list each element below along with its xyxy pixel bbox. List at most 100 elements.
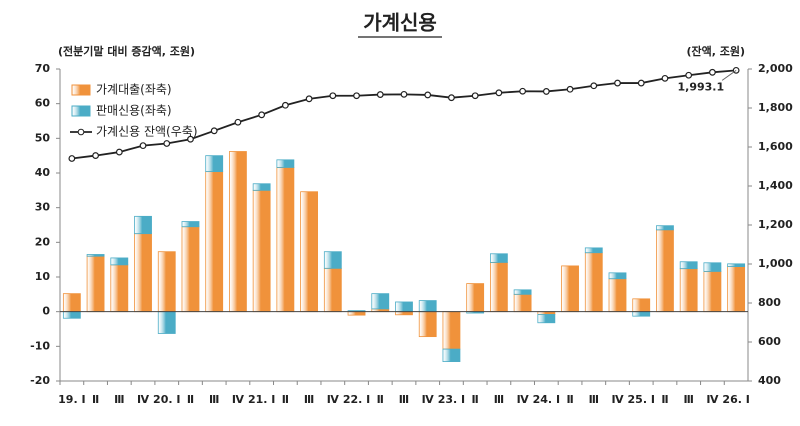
x-tick-label: 21. Ⅰ bbox=[248, 393, 275, 406]
bar bbox=[561, 265, 579, 313]
y-tick-label: -20 bbox=[30, 374, 50, 387]
x-tick-label: 26. Ⅰ bbox=[722, 393, 749, 406]
bar bbox=[86, 254, 105, 257]
x-tick-label: Ⅲ bbox=[494, 393, 504, 406]
bar bbox=[656, 229, 674, 313]
x-tick-label: Ⅱ bbox=[92, 393, 99, 406]
legend-label: 판매신용(좌축) bbox=[96, 104, 172, 118]
x-tick-label: Ⅲ bbox=[304, 393, 314, 406]
y2-tick-label: 1,400 bbox=[758, 179, 793, 192]
line-marker bbox=[305, 95, 313, 103]
line-marker bbox=[661, 74, 669, 82]
y2-tick-label: 400 bbox=[758, 374, 781, 387]
bar bbox=[584, 252, 603, 313]
bar bbox=[442, 311, 461, 350]
bar bbox=[62, 293, 81, 313]
bar bbox=[371, 293, 390, 310]
bar bbox=[418, 300, 437, 313]
legend-swatch bbox=[71, 105, 91, 117]
bar bbox=[134, 233, 152, 313]
x-tick-label: Ⅱ bbox=[472, 393, 479, 406]
line-marker bbox=[353, 92, 360, 100]
bar bbox=[418, 311, 437, 338]
line-marker bbox=[376, 91, 384, 98]
y2-tick-label: 1,600 bbox=[758, 140, 793, 153]
line-marker bbox=[92, 152, 99, 159]
bar bbox=[134, 215, 152, 235]
line-marker bbox=[637, 79, 645, 87]
y-tick-label: 30 bbox=[35, 201, 51, 214]
bar bbox=[300, 191, 319, 313]
legend-marker bbox=[77, 128, 85, 136]
y-tick-label: 40 bbox=[35, 166, 51, 179]
bar bbox=[323, 267, 342, 313]
x-tick-label: Ⅱ bbox=[282, 393, 289, 406]
line-marker bbox=[68, 155, 76, 162]
bar bbox=[608, 278, 627, 313]
y-tick-label: 20 bbox=[35, 235, 51, 248]
line-marker bbox=[448, 94, 455, 102]
y-tick-label: 0 bbox=[42, 305, 50, 318]
bar bbox=[703, 262, 722, 272]
bar bbox=[679, 268, 698, 313]
bar bbox=[679, 261, 698, 270]
bar bbox=[513, 293, 532, 313]
x-tick-label: Ⅲ bbox=[399, 393, 409, 406]
y2-axis-label: (잔액, 조원) bbox=[686, 44, 745, 58]
bar bbox=[62, 311, 81, 319]
bar bbox=[229, 151, 247, 313]
x-tick-label: Ⅳ bbox=[327, 393, 340, 406]
x-tick-label: Ⅱ bbox=[377, 393, 384, 406]
bar bbox=[86, 255, 105, 313]
bar bbox=[110, 257, 129, 266]
line-marker bbox=[542, 88, 550, 95]
x-tick-label: Ⅳ bbox=[706, 393, 719, 406]
bar bbox=[276, 167, 295, 313]
bar bbox=[252, 183, 271, 191]
bar bbox=[608, 272, 627, 280]
line-marker bbox=[163, 140, 171, 147]
x-tick-label: Ⅳ bbox=[611, 393, 624, 406]
line-marker bbox=[614, 79, 621, 87]
line-marker bbox=[471, 92, 479, 100]
x-tick-label: 22. Ⅰ bbox=[343, 393, 370, 406]
y-axis-label: (전분기말 대비 증감액, 조원) bbox=[58, 44, 195, 58]
y-tick-label: 10 bbox=[35, 270, 51, 283]
x-tick-label: 25. Ⅰ bbox=[628, 393, 655, 406]
bar bbox=[489, 253, 508, 263]
x-tick-label: Ⅲ bbox=[114, 393, 124, 406]
value-label: 1,993.1 bbox=[677, 80, 724, 93]
bar bbox=[489, 262, 508, 313]
line-marker bbox=[709, 68, 716, 76]
line-marker bbox=[281, 101, 289, 109]
label-leader bbox=[721, 69, 737, 81]
x-tick-label: Ⅳ bbox=[232, 393, 245, 406]
legend-swatch bbox=[71, 84, 91, 96]
line-marker bbox=[590, 82, 598, 90]
bar bbox=[584, 247, 603, 254]
line-marker bbox=[234, 118, 242, 126]
x-tick-label: Ⅱ bbox=[661, 393, 668, 406]
x-tick-label: Ⅲ bbox=[589, 393, 599, 406]
x-tick-label: 23. Ⅰ bbox=[438, 393, 465, 406]
line-marker bbox=[210, 127, 218, 135]
bar bbox=[205, 171, 224, 313]
x-tick-label: Ⅲ bbox=[209, 393, 219, 406]
line-marker bbox=[685, 71, 693, 79]
bar bbox=[276, 159, 295, 168]
line-marker bbox=[329, 92, 337, 100]
legend-label: 가계대출(좌축) bbox=[96, 83, 172, 97]
bar bbox=[632, 298, 651, 313]
legend-label: 가계신용 잔액(우축) bbox=[96, 125, 198, 139]
y-tick-label: 70 bbox=[35, 62, 51, 75]
line-marker bbox=[424, 91, 432, 99]
x-tick-label: Ⅱ bbox=[566, 393, 573, 406]
line-marker bbox=[187, 135, 194, 143]
x-tick-label: 20. Ⅰ bbox=[153, 393, 180, 406]
line-marker bbox=[400, 90, 408, 98]
y-tick-label: 50 bbox=[35, 131, 51, 144]
x-tick-label: Ⅱ bbox=[187, 393, 194, 406]
x-tick-label: Ⅳ bbox=[137, 393, 150, 406]
line-marker bbox=[139, 142, 147, 150]
x-tick-label: Ⅳ bbox=[517, 393, 530, 406]
